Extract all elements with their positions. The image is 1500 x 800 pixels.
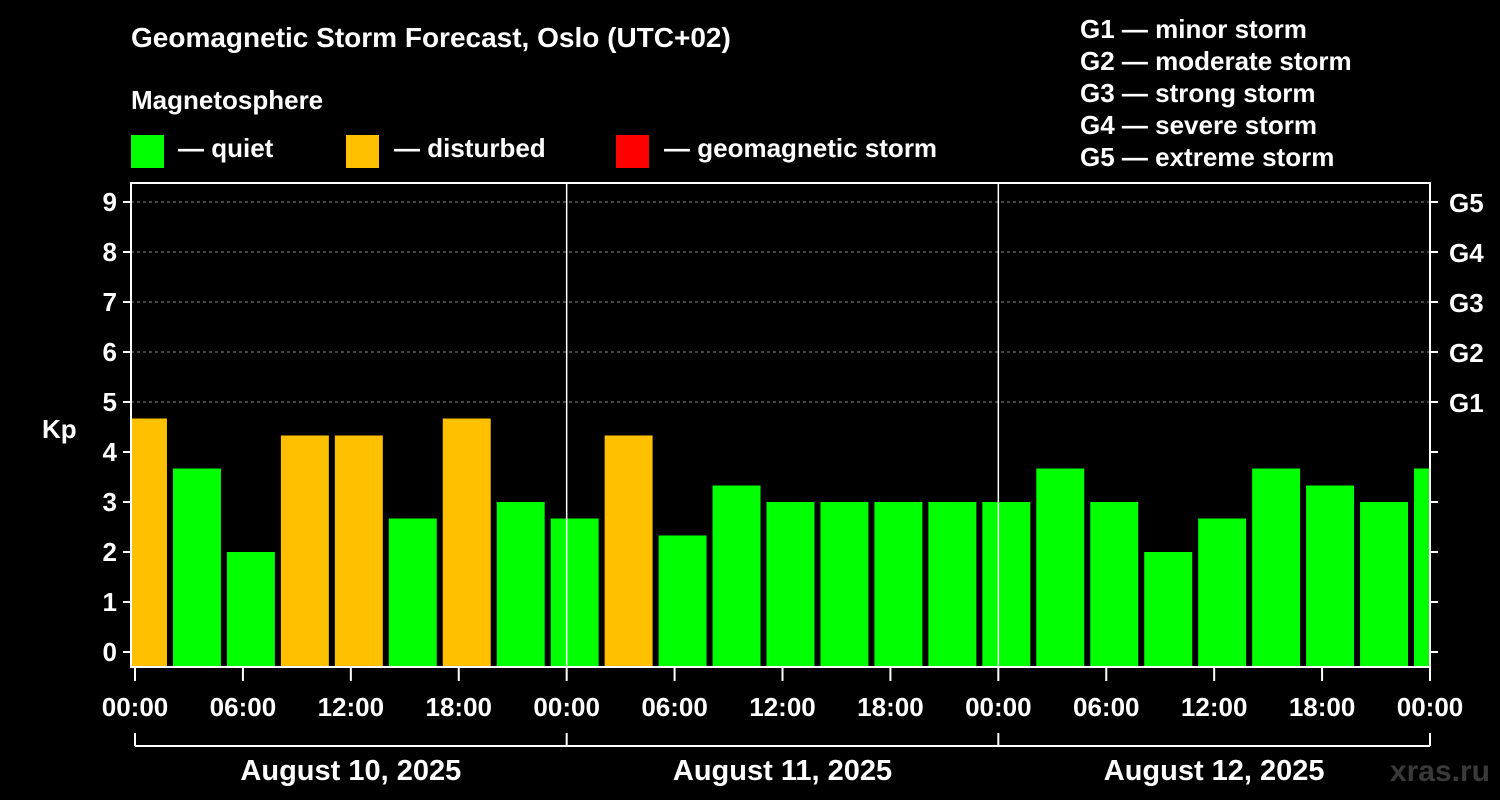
x-tick-label: 00:00: [102, 692, 169, 722]
x-tick-label: 12:00: [1181, 692, 1248, 722]
x-tick-label: 06:00: [1073, 692, 1140, 722]
day-label: August 12, 2025: [1104, 755, 1325, 787]
g-level-g2: G2 — moderate storm: [1080, 46, 1352, 76]
x-tick-label: 00:00: [1397, 692, 1464, 722]
g-level-g5: G5 — extreme storm: [1080, 142, 1335, 172]
watermark: xras.ru: [1389, 755, 1490, 788]
bar-18: [1090, 502, 1139, 667]
bar-16: [982, 502, 1031, 667]
x-tick-label: 18:00: [426, 692, 493, 722]
right-axis-label-g5: G5: [1449, 188, 1484, 218]
bar-11: [712, 485, 761, 667]
bar-0: [132, 418, 167, 667]
x-tick-label: 18:00: [1289, 692, 1356, 722]
bar-9: [604, 435, 653, 667]
bar-20: [1198, 518, 1247, 667]
y-tick-label: 1: [103, 587, 117, 617]
y-tick-label: 6: [103, 337, 117, 367]
x-tick-label: 18:00: [857, 692, 924, 722]
g-level-g1: G1 — minor storm: [1080, 14, 1307, 44]
day-label: August 10, 2025: [240, 755, 461, 787]
right-axis-label-g3: G3: [1449, 288, 1484, 318]
chart-title: Geomagnetic Storm Forecast, Oslo (UTC+02…: [131, 22, 731, 53]
bar-14: [874, 502, 923, 667]
plot-frame: [130, 182, 1431, 668]
y-tick-label: 3: [103, 487, 117, 517]
x-tick-label: 06:00: [210, 692, 277, 722]
legend-label-disturbed: — disturbed: [394, 133, 546, 163]
bar-15: [928, 502, 977, 667]
bar-7: [496, 502, 545, 667]
right-axis-label-g4: G4: [1449, 238, 1484, 268]
bar-22: [1306, 485, 1355, 667]
bar-6: [442, 418, 491, 667]
x-tick-label: 06:00: [641, 692, 708, 722]
y-tick-label: 4: [103, 437, 118, 467]
bar-19: [1144, 552, 1193, 667]
bar-4: [334, 435, 383, 667]
y-tick-label: 9: [103, 187, 117, 217]
legend-swatch-storm: [616, 135, 649, 168]
bar-10: [658, 535, 707, 667]
day-label: August 11, 2025: [673, 755, 892, 787]
bar-3: [280, 435, 329, 667]
legend-swatch-quiet: [131, 135, 164, 168]
bar-8: [550, 518, 599, 667]
bar-24: [1414, 468, 1429, 667]
right-axis-label-g2: G2: [1449, 338, 1484, 368]
bar-12: [766, 502, 815, 667]
bar-21: [1252, 468, 1301, 667]
g-level-g3: G3 — strong storm: [1080, 78, 1316, 108]
legend-swatch-disturbed: [346, 135, 379, 168]
bar-5: [388, 518, 437, 667]
bar-2: [226, 552, 275, 667]
x-tick-label: 00:00: [965, 692, 1032, 722]
right-axis-label-g1: G1: [1449, 388, 1484, 418]
legend-label-quiet: — quiet: [178, 133, 274, 163]
bar-13: [820, 502, 869, 667]
x-tick-label: 12:00: [318, 692, 385, 722]
bar-1: [172, 468, 221, 667]
y-axis-label: Kp: [42, 414, 77, 444]
y-tick-label: 2: [103, 537, 117, 567]
y-tick-label: 5: [103, 387, 117, 417]
x-tick-label: 12:00: [749, 692, 816, 722]
bar-17: [1036, 468, 1085, 667]
bar-23: [1360, 502, 1409, 667]
x-tick-label: 00:00: [533, 692, 600, 722]
g-level-g4: G4 — severe storm: [1080, 110, 1318, 140]
y-tick-label: 7: [103, 287, 117, 317]
y-tick-label: 8: [103, 237, 117, 267]
y-tick-label: 0: [103, 637, 117, 667]
magnetosphere-title: Magnetosphere: [131, 85, 324, 115]
legend-label-storm: — geomagnetic storm: [664, 133, 938, 163]
